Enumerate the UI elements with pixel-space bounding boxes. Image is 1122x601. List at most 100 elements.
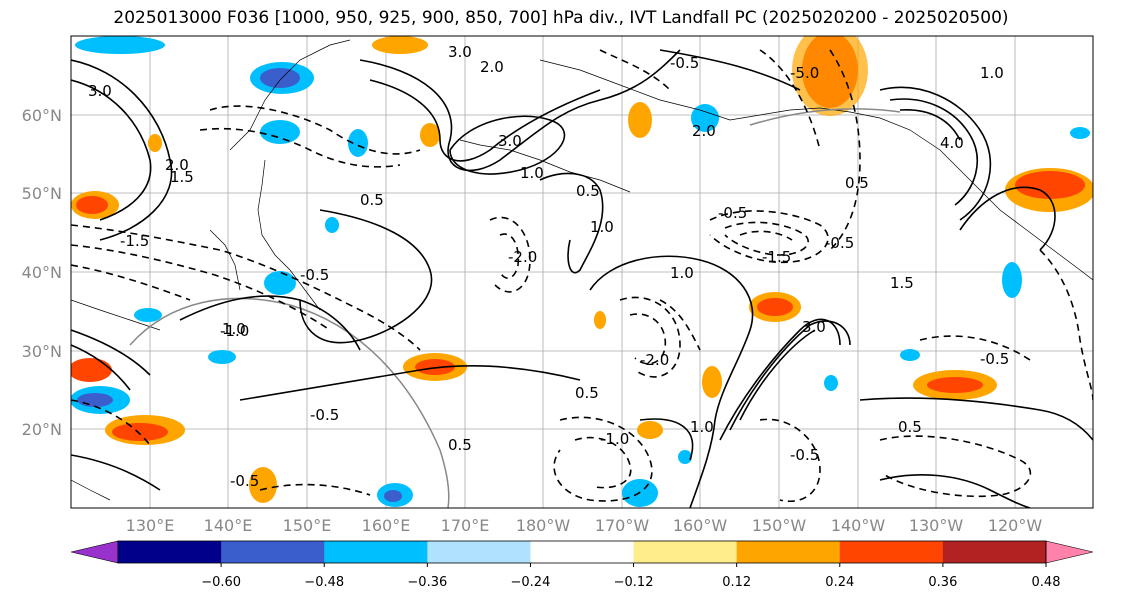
colorbar: −0.60 −0.48 −0.36 −0.24 −0.12 0.12 0.24 0.36 0.4… xyxy=(70,540,1094,590)
shade-negative xyxy=(208,350,236,364)
contour-dashed xyxy=(759,418,821,502)
shade-negative xyxy=(75,36,165,54)
contour-label: 1.0 xyxy=(690,418,714,436)
contour-line xyxy=(959,186,1056,251)
contour-label: 1.0 xyxy=(670,264,694,282)
colorbar-bin xyxy=(942,541,1047,563)
contour-label: 1.5 xyxy=(170,168,194,186)
coastline-korea xyxy=(209,229,241,291)
lon-label: 170°E xyxy=(441,516,490,535)
contour-label: -1.5 xyxy=(762,248,791,266)
contour-label: 0.5 xyxy=(845,174,869,192)
shade-positive xyxy=(76,196,108,214)
colorbar-tick-label: 0.48 xyxy=(1032,575,1061,590)
colorbar-bin xyxy=(118,541,222,563)
colorbar-tick-label: −0.12 xyxy=(614,575,654,590)
contour-dashed xyxy=(759,49,821,151)
shade-negative xyxy=(325,217,339,233)
contour-label: 3.0 xyxy=(802,318,826,336)
map-frame xyxy=(70,35,1094,509)
contour-dashed xyxy=(71,264,191,301)
contour-dashed xyxy=(209,105,421,155)
contour-label: 1.5 xyxy=(890,274,914,292)
latitude-labels: 60°N 50°N 40°N 30°N 20°N xyxy=(22,106,62,439)
shade-positive xyxy=(420,123,440,147)
map-panel: 3.0 3.0 2.0 1.5 0.5 -0.5 -1.0 -1.5 1.0 0… xyxy=(70,35,1094,509)
lon-label: 120°W xyxy=(988,516,1043,535)
contour-dashed xyxy=(659,299,701,351)
contour-line xyxy=(71,79,152,221)
contour-label: -5.0 xyxy=(790,64,819,82)
contour-label: 3.0 xyxy=(448,43,472,61)
shade-positive xyxy=(757,298,793,316)
colorbar-extend-min xyxy=(70,540,119,564)
lon-label: 140°W xyxy=(831,516,886,535)
shade-negative xyxy=(824,375,838,391)
lon-label: 130°W xyxy=(909,516,964,535)
shade-positive xyxy=(372,36,428,54)
contour-label: -1.0 xyxy=(220,322,249,340)
lon-label: 140°E xyxy=(204,516,253,535)
contour-line xyxy=(739,329,816,421)
contour-dashed xyxy=(619,296,681,378)
contour-label: 3.0 xyxy=(498,132,522,150)
colorbar-tick-label: −0.24 xyxy=(511,575,551,590)
lon-label: 130°E xyxy=(126,516,175,535)
contour-label: -1.0 xyxy=(600,430,629,448)
shade-positive xyxy=(637,421,663,439)
lon-label: 150°E xyxy=(283,516,332,535)
contour-label: 4.0 xyxy=(940,134,964,152)
lat-label: 30°N xyxy=(22,342,62,361)
contour-label: -1.5 xyxy=(120,232,149,250)
lon-label: 180°W xyxy=(516,516,571,535)
contour-line xyxy=(879,474,1031,508)
aleutian-chain xyxy=(459,139,631,193)
contour-line xyxy=(719,318,841,441)
shade-positive xyxy=(594,311,606,329)
shade-negative xyxy=(691,104,719,132)
graticule xyxy=(71,36,1093,508)
contour-dashed xyxy=(829,49,861,251)
landfall-arc-east xyxy=(749,108,901,126)
coastline-alaska-northamerica xyxy=(539,59,1093,281)
shade-negative xyxy=(900,349,920,361)
shade-negative xyxy=(678,450,692,464)
contour-line xyxy=(359,49,681,172)
contour-line xyxy=(179,295,361,351)
contour-label: 1.0 xyxy=(980,64,1004,82)
shade-negative xyxy=(1070,127,1090,139)
contour-dashed xyxy=(1039,249,1093,401)
colorbar-frame xyxy=(117,540,1047,564)
contour-label: 1.0 xyxy=(520,164,544,182)
colorbar-tick-label: 0.36 xyxy=(928,575,957,590)
contour-dashed xyxy=(71,224,421,351)
map-title: 2025013000 F036 [1000, 950, 925, 900, 85… xyxy=(113,8,1009,28)
contour-dashed xyxy=(199,127,401,168)
colorbar-bin xyxy=(839,541,944,563)
lat-label: 40°N xyxy=(22,263,62,282)
contour-line xyxy=(71,454,161,491)
contour-line xyxy=(239,365,581,401)
shade-positive xyxy=(927,377,983,393)
colorbar-tick-label: 0.12 xyxy=(722,575,751,590)
contour-line xyxy=(859,397,1093,441)
coastlines xyxy=(71,39,1093,501)
colorbar-tick-label: −0.36 xyxy=(407,575,447,590)
shade-negative xyxy=(260,68,300,88)
longitude-labels: 130°E 140°E 150°E 160°E 170°E 180°W 170°… xyxy=(126,516,1043,535)
contour-label: 1.0 xyxy=(590,218,614,236)
colorbar-tick-label: −0.48 xyxy=(304,575,344,590)
shade-negative xyxy=(264,271,296,295)
colorbar-extend-max xyxy=(1045,540,1094,564)
contour-label: -2.0 xyxy=(640,351,669,369)
shade-positive xyxy=(112,423,168,441)
contour-label: -0.5 xyxy=(718,204,747,222)
contour-line xyxy=(899,109,961,141)
contour-line xyxy=(299,209,433,344)
lat-label: 60°N xyxy=(22,106,62,125)
contour-label: -0.5 xyxy=(310,406,339,424)
shade-positive xyxy=(249,467,277,503)
contour-dashed xyxy=(574,436,632,489)
contour-label: 2.0 xyxy=(480,58,504,76)
contour-dashed xyxy=(489,216,531,293)
